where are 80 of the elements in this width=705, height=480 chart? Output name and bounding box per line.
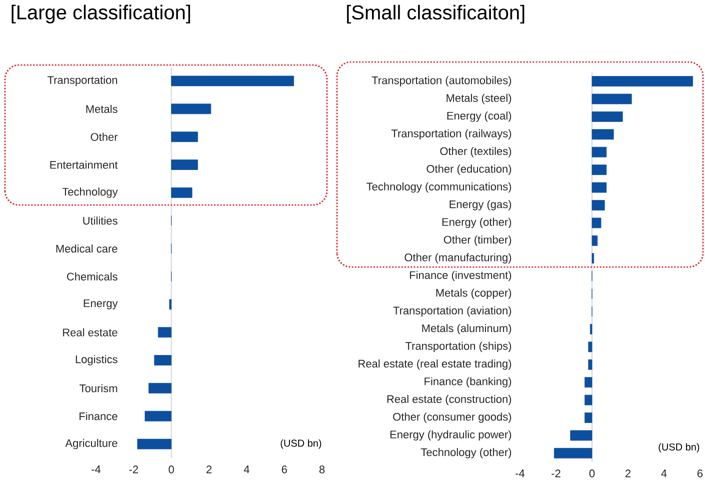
bar xyxy=(592,182,607,193)
x-tick-label: -4 xyxy=(516,470,525,478)
chart-title: [Large classification] xyxy=(12,4,190,24)
y-tick-label: Energy (gas) xyxy=(450,200,512,210)
y-tick-label: Agriculture xyxy=(65,438,118,450)
y-tick-label: Other xyxy=(90,132,118,141)
bar xyxy=(171,160,198,170)
x-tick-label: 6 xyxy=(698,470,703,478)
x-tick-label: 2 xyxy=(206,466,212,474)
bar xyxy=(592,200,605,210)
y-tick-label: Energy (hydraulic power) xyxy=(390,430,512,441)
x-tick-label: -2 xyxy=(129,466,138,474)
bar xyxy=(171,104,212,114)
bar xyxy=(137,438,172,450)
bar xyxy=(592,164,607,176)
y-tick-label: Technology (other) xyxy=(420,448,512,458)
chart-title: [Small classificaiton] xyxy=(347,4,524,24)
bar xyxy=(584,394,592,406)
bar xyxy=(171,132,198,142)
y-tick-label: Energy (other) xyxy=(442,218,512,228)
bar xyxy=(171,76,294,86)
bar xyxy=(584,412,592,423)
y-tick-label: Technology (communications) xyxy=(366,182,512,193)
y-tick-label: Real estate xyxy=(63,328,118,336)
y-tick-label: Finance (investment) xyxy=(410,270,512,282)
x-tick-label: -2 xyxy=(552,470,560,478)
y-tick-label: Technology xyxy=(62,188,118,198)
bar xyxy=(171,187,192,198)
bar xyxy=(592,94,632,104)
bar xyxy=(588,359,592,370)
bar xyxy=(592,146,607,158)
y-tick-label: Tourism xyxy=(80,384,118,392)
x-tick-label: 0 xyxy=(168,466,174,474)
y-tick-label: Medical care xyxy=(56,244,118,253)
x-tick-label: 2 xyxy=(625,470,631,478)
y-tick-label: Metals xyxy=(86,104,118,113)
y-tick-label: Finance xyxy=(80,412,118,420)
y-tick-label: Metals (copper) xyxy=(436,288,512,299)
y-tick-label: Logistics xyxy=(76,355,118,366)
y-tick-label: Transportation (aviation) xyxy=(393,306,512,317)
bar xyxy=(592,218,602,228)
y-tick-label: Metals (aluminum) xyxy=(422,324,512,334)
y-tick-label: Real estate (real estate trading) xyxy=(358,359,512,370)
y-tick-label: Chemicals xyxy=(67,272,118,281)
x-tick-label: 8 xyxy=(319,466,325,474)
y-tick-label: Utilities xyxy=(83,216,118,225)
bar xyxy=(554,448,592,458)
y-tick-label: Other (manufacturing) xyxy=(404,253,512,264)
y-tick-label: Metals (steel) xyxy=(446,94,512,104)
y-tick-label: Other (education) xyxy=(426,164,512,175)
bar xyxy=(592,129,614,140)
bar xyxy=(588,342,592,352)
y-tick-label: Other (timber) xyxy=(444,236,512,246)
y-tick-label: Transportation (ships) xyxy=(405,342,512,352)
y-tick-label: Other (textiles) xyxy=(440,146,512,158)
x-tick-label: 4 xyxy=(244,466,250,474)
y-tick-label: Energy (coal) xyxy=(447,112,512,122)
y-tick-label: Transportation xyxy=(48,76,118,86)
x-tick-label: 6 xyxy=(282,466,287,474)
bar xyxy=(584,377,592,388)
y-tick-label: Other (consumer goods) xyxy=(393,412,512,423)
annotation: (USD bn) xyxy=(280,439,322,449)
bar xyxy=(592,111,623,122)
bar xyxy=(148,382,172,394)
y-tick-label: Transportation (railways) xyxy=(391,129,512,140)
bar xyxy=(144,410,172,422)
x-tick-label: 0 xyxy=(589,470,595,478)
bar xyxy=(154,355,172,366)
bar xyxy=(570,430,592,441)
y-tick-label: Energy xyxy=(84,299,118,310)
y-tick-label: Finance (banking) xyxy=(424,377,512,388)
x-tick-label: -4 xyxy=(92,466,101,474)
y-tick-label: Transportation (automobiles) xyxy=(372,76,512,86)
y-tick-label: Real estate (construction) xyxy=(387,394,512,406)
x-tick-label: 4 xyxy=(661,470,667,478)
bar xyxy=(158,327,172,338)
bar xyxy=(592,235,598,246)
annotation: (USD bn) xyxy=(658,443,700,452)
y-tick-label: Entertainment xyxy=(50,160,118,169)
bar xyxy=(592,76,693,86)
